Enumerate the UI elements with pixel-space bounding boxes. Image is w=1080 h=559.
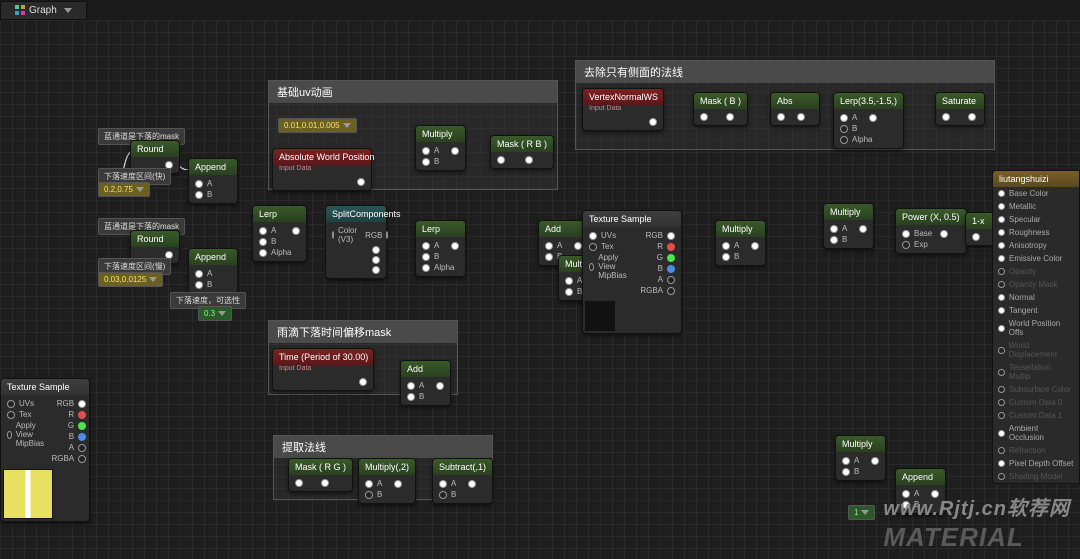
const-fall-g[interactable]: 0.3 [198,306,232,321]
material-pin-tangent[interactable]: Tangent [993,304,1079,317]
node-power[interactable]: Power (X, 0.5) BaseExp [895,208,967,254]
node-split-components[interactable]: SplitComponents Color (V3)RGB [325,205,387,279]
graph-tab[interactable]: Graph [0,1,87,20]
const-one-normal[interactable]: 1 [848,505,875,520]
material-pin-refraction[interactable]: Refraction [993,444,1079,457]
node-saturate[interactable]: Saturate [935,92,985,126]
graph-tab-label: Graph [29,5,57,16]
const-lerp1[interactable]: 0.2,0.75 [98,182,150,197]
node-add-time[interactable]: Add AB [400,360,451,406]
node-mask-rg[interactable]: Mask ( R G ) [288,458,353,492]
node-multiply-post-tex[interactable]: Multiply AB [715,220,766,266]
material-pin-world-position-offs[interactable]: World Position Offs [993,317,1079,339]
texture-thumbnail [3,469,53,519]
material-pin-specular[interactable]: Specular [993,213,1079,226]
node-mask-rb[interactable]: Mask ( R B ) [490,135,554,169]
material-pin-subsurface-color[interactable]: Subsurface Color [993,383,1079,396]
material-pin-opacity-mask[interactable]: Opacity Mask [993,278,1079,291]
material-pin-base-color[interactable]: Base Color [993,187,1079,200]
material-pin-normal[interactable]: Normal [993,291,1079,304]
watermark: www.Rjtj.cn软荐网 MATERIAL [883,491,1070,553]
material-output-node[interactable]: liutangshuizi Base ColorMetallicSpecular… [992,170,1080,484]
node-vertex-normal-ws[interactable]: VertexNormalWS Input Data [582,88,664,131]
node-multiply-uv[interactable]: Multiply AB [415,125,466,171]
node-time[interactable]: Time (Period of 30.00) Input Data [272,348,374,391]
material-pin-roughness[interactable]: Roughness [993,226,1079,239]
node-append-1[interactable]: AppendAB [188,158,238,204]
material-pin-anisotropy[interactable]: Anisotropy [993,239,1079,252]
material-pin-opacity[interactable]: Opacity [993,265,1079,278]
graph-icon [15,5,25,15]
node-abs[interactable]: Abs [770,92,820,126]
node-lerp-2[interactable]: Lerp ABAlpha [415,220,466,277]
node-multiply-out[interactable]: Multiply AB [823,203,874,249]
node-multiply-2[interactable]: Multiply(,2) AB [358,458,416,504]
node-texture-sample-center[interactable]: Texture Sample UVs Tex Apply View MipBia… [582,210,682,334]
material-pin-emissive-color[interactable]: Emissive Color [993,252,1079,265]
chevron-down-icon [64,8,72,13]
texture-thumbnail-center [585,301,615,331]
node-mask-b[interactable]: Mask ( B ) [693,92,748,126]
material-pin-world-displacement[interactable]: World Displacement [993,339,1079,361]
material-pin-custom-data-0[interactable]: Custom Data 0 [993,396,1079,409]
material-pin-shading-model[interactable]: Shading Model [993,470,1079,483]
node-lerp-35[interactable]: Lerp(3.5,-1.5,) ABAlpha [833,92,904,149]
material-pin-pixel-depth-offset[interactable]: Pixel Depth Offset [993,457,1079,470]
node-texture-sample-left[interactable]: Texture Sample UVs Tex Apply View MipBia… [0,378,90,522]
node-append-2[interactable]: AppendAB [188,248,238,294]
node-lerp-main[interactable]: Lerp A B Alpha [252,205,307,262]
node-subtract-1[interactable]: Subtract(,1) AB [432,458,493,504]
material-pin-custom-data-1[interactable]: Custom Data 1 [993,409,1079,422]
node-multiply-normal[interactable]: Multiply AB [835,435,886,481]
const-awp-vec[interactable]: 0.01,0.01,0.005 [278,118,357,133]
node-absolute-world-position[interactable]: Absolute World Position Input Data [272,148,372,191]
material-pin-tessellation-multip[interactable]: Tessellation Multip [993,361,1079,383]
graph-canvas[interactable]: 基础uv动画 去除只有侧面的法线 雨滴下落时间偏移mask 提取法线 蓝通道是下… [0,20,1080,559]
const-lerp2[interactable]: 0.03,0.0125 [98,272,163,287]
material-pin-ambient-occlusion[interactable]: Ambient Occlusion [993,422,1079,444]
material-pin-metallic[interactable]: Metallic [993,200,1079,213]
